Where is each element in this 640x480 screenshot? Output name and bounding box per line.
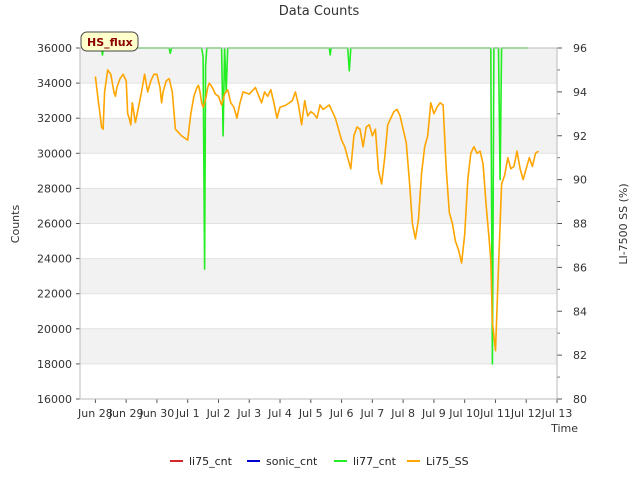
- x-tick-label: Jun 28: [77, 407, 113, 420]
- x-tick-label: Jul 4: [267, 407, 292, 420]
- y2-tick-label: 96: [573, 42, 587, 55]
- y-tick-label: 30000: [37, 147, 72, 160]
- y-tick-label: 26000: [37, 218, 72, 231]
- x-tick-label: Jul 1: [175, 407, 200, 420]
- x-tick-label: Jul 9: [421, 407, 446, 420]
- x-tick-label: Jul 11: [479, 407, 511, 420]
- y-tick-label: 32000: [37, 112, 72, 125]
- legend: li75_cnt sonic_cnt li77_cnt Li75_SS: [170, 455, 469, 468]
- y-tick-label: 34000: [37, 77, 72, 90]
- y2-tick-label: 86: [573, 261, 587, 274]
- x-axis-label: Time: [550, 422, 578, 435]
- x-tick-label: Jul 3: [236, 407, 261, 420]
- x-tick-label: Jul 13: [541, 407, 573, 420]
- y2-tick-label: 82: [573, 349, 587, 362]
- y-axis-right: 80 82 84 86 88 90 92 94 96: [557, 42, 587, 406]
- y2-tick-label: 94: [573, 86, 587, 99]
- x-tick-label: Jul 12: [510, 407, 542, 420]
- grid-band: [80, 48, 557, 84]
- y2-tick-label: 92: [573, 130, 587, 143]
- legend-label-li75_cnt: li75_cnt: [189, 455, 233, 468]
- grid-band: [80, 258, 557, 294]
- x-tick-label: Jun 30: [139, 407, 175, 420]
- x-tick-label: Jul 2: [206, 407, 231, 420]
- series-line-Li75_SS: [94, 69, 539, 352]
- y-tick-label: 22000: [37, 288, 72, 301]
- y-axis-label: Counts: [9, 205, 22, 244]
- grid-band: [80, 328, 557, 364]
- y2-tick-label: 84: [573, 305, 587, 318]
- chart-title: Data Counts: [279, 4, 360, 19]
- annotation-label: HS_flux: [87, 36, 133, 49]
- plot-frame: [79, 47, 558, 400]
- grid-band: [80, 188, 557, 224]
- x-tick-label: Jul 5: [298, 407, 323, 420]
- y-tick-label: 18000: [37, 358, 72, 371]
- y-tick-label: 28000: [37, 182, 72, 195]
- legend-label-li77_cnt: li77_cnt: [353, 455, 397, 468]
- legend-label-Li75_SS: Li75_SS: [426, 455, 469, 468]
- annotation-box: HS_flux: [80, 31, 139, 52]
- x-tick-label: Jul 10: [448, 407, 480, 420]
- x-tick-label: Jul 6: [329, 407, 354, 420]
- grid-bands: [80, 47, 557, 400]
- y2-tick-label: 80: [573, 393, 587, 406]
- y-axis-left: 16000 18000 20000 22000 24000 26000 28000 30000…: [37, 42, 80, 406]
- x-tick-label: Jul 7: [359, 407, 384, 420]
- y-tick-label: 20000: [37, 323, 72, 336]
- x-tick-label: Jul 8: [390, 407, 415, 420]
- y-tick-label: 16000: [37, 393, 72, 406]
- y-tick-label: 24000: [37, 253, 72, 266]
- grid-band: [80, 118, 557, 154]
- y2-tick-label: 90: [573, 174, 587, 187]
- y2-axis-label: LI-7500 SS (%): [617, 183, 630, 264]
- x-tick-label: Jun 29: [108, 407, 144, 420]
- y-tick-label: 36000: [37, 42, 72, 55]
- y2-tick-label: 88: [573, 218, 587, 231]
- legend-label-sonic_cnt: sonic_cnt: [266, 455, 318, 468]
